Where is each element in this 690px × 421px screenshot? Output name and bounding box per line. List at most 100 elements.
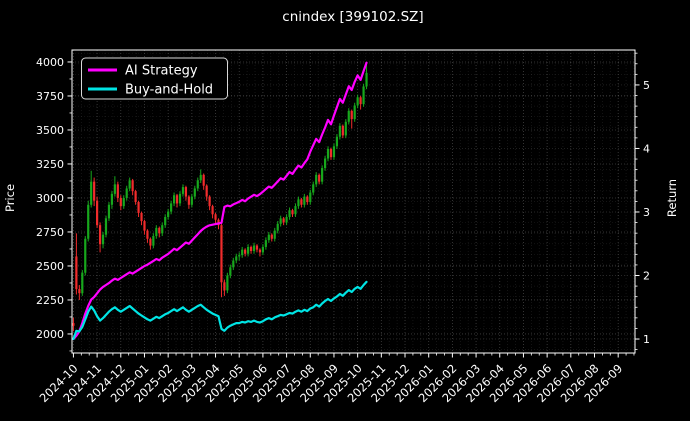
candle-body	[332, 146, 336, 158]
candle-body	[158, 227, 161, 234]
candle-body	[335, 136, 339, 147]
candle-body	[214, 214, 217, 220]
candle-body	[137, 202, 140, 213]
candle-body	[359, 97, 362, 105]
legend-box	[81, 57, 228, 100]
candle-body	[134, 191, 137, 203]
candle-body	[297, 199, 300, 207]
plot-area: 2000 2250 2500 2750 3000 3250 3500 3750 4000 1 2 3 4…	[36, 49, 650, 405]
candle-body	[199, 174, 202, 181]
candle-body	[131, 180, 134, 192]
candle-body	[356, 97, 359, 106]
candle-body	[143, 221, 146, 231]
candle-body	[125, 188, 128, 198]
ai-strategy-line	[72, 61, 368, 341]
candle-body	[84, 238, 87, 273]
candle-body	[96, 200, 99, 226]
candle-body	[238, 255, 241, 257]
candle-body	[164, 217, 167, 226]
candle-body	[294, 206, 297, 215]
candle-body	[87, 204, 90, 239]
y-tick-label-right: 5	[643, 79, 650, 92]
candle-body	[273, 230, 276, 239]
chart-title: cnindex [399102.SZ]	[282, 9, 423, 25]
candle-body	[104, 218, 108, 235]
candle-body	[362, 86, 365, 105]
candle-body	[184, 187, 188, 197]
candle-body	[152, 236, 155, 246]
candle-body	[161, 225, 164, 234]
candle-body	[226, 275, 229, 291]
candle-body	[365, 72, 368, 87]
candle-body	[344, 121, 347, 136]
candle-body	[282, 218, 285, 223]
candle-body	[190, 196, 193, 205]
candle-body	[229, 267, 232, 276]
left-axis-label: Price	[3, 184, 17, 212]
y-tick-label-left: 2500	[36, 260, 64, 273]
y-tick-label-left: 3250	[36, 158, 64, 171]
candle-body	[155, 227, 158, 237]
candle-body	[318, 174, 321, 182]
candle-body	[193, 188, 196, 197]
candle-body	[315, 174, 318, 185]
y-tick-label-left: 3500	[36, 124, 64, 137]
candle-body	[321, 168, 324, 182]
candle-body	[175, 195, 179, 204]
candle-body	[350, 110, 353, 120]
candle-body	[196, 180, 199, 189]
candle-body	[247, 246, 250, 254]
candle-body	[285, 217, 288, 223]
candle-body	[244, 249, 247, 254]
y-tick-label-left: 2000	[36, 328, 64, 341]
candle-body	[300, 199, 303, 205]
candle-body	[107, 204, 111, 219]
candle-body	[338, 125, 341, 137]
candle-body	[113, 184, 116, 194]
candle-body	[146, 230, 149, 239]
candle-body	[249, 246, 253, 252]
legend-label-ai-strategy: AI Strategy	[125, 64, 198, 79]
candle-body	[181, 187, 185, 194]
candle-body	[72, 323, 75, 326]
candle-body	[264, 240, 267, 247]
y-tick-label-right: 2	[643, 270, 650, 283]
candle-body	[78, 289, 81, 294]
y-tick-label-right: 4	[643, 142, 650, 155]
buy-and-hold-line	[72, 280, 368, 341]
candle-body	[208, 196, 211, 207]
candle-body	[170, 203, 173, 212]
candle-body	[312, 184, 315, 193]
candle-body	[279, 218, 282, 224]
candlestick-series	[72, 63, 368, 332]
candle-body	[347, 110, 350, 122]
candle-body	[98, 225, 102, 245]
candle-body	[252, 245, 256, 252]
candle-body	[75, 256, 78, 290]
y-tick-label-left: 2250	[36, 294, 64, 307]
candle-body	[288, 210, 291, 218]
y-tick-label-left: 3750	[36, 90, 64, 103]
candle-body	[202, 174, 205, 186]
candle-body	[90, 181, 93, 205]
candle-body	[235, 256, 238, 261]
candle-body	[303, 196, 306, 205]
candle-body	[211, 206, 214, 215]
candle-body	[261, 246, 265, 253]
candle-body	[267, 234, 270, 241]
candle-body	[291, 210, 294, 215]
candle-body	[353, 105, 356, 120]
y-tick-label-left: 2750	[36, 226, 64, 239]
y-tick-label-right: 1	[643, 333, 650, 346]
candle-body	[128, 180, 131, 189]
candle-body	[110, 193, 114, 205]
candle-body	[323, 158, 327, 169]
legend: AI Strategy Buy-and-Hold	[81, 57, 228, 100]
candle-body	[149, 238, 152, 246]
candle-body	[220, 225, 223, 283]
grid	[72, 50, 635, 353]
candle-body	[119, 197, 122, 207]
candle-body	[258, 249, 262, 253]
